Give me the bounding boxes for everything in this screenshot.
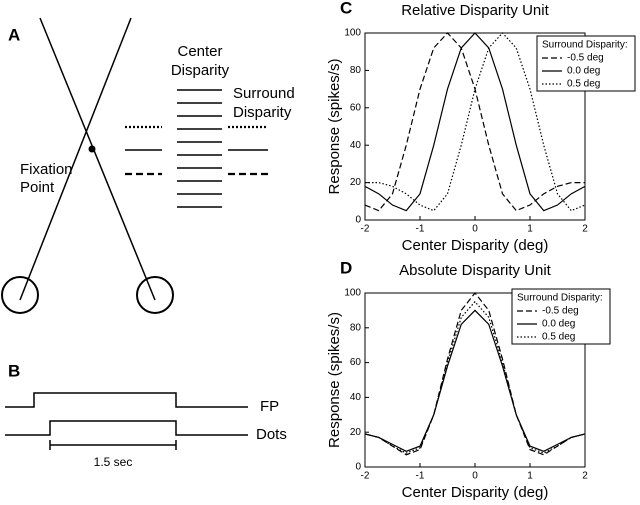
fixation-point: [88, 145, 96, 153]
data-line: [364, 32, 585, 212]
x-axis-label: Center Disparity (deg): [402, 484, 549, 501]
x-tick-label: 1: [527, 224, 533, 235]
scale-label: 1.5 sec: [94, 455, 133, 469]
data-line: [364, 292, 586, 456]
fp-trace: [5, 392, 248, 408]
y-tick-label: 20: [350, 177, 362, 188]
chart-title: Absolute Disparity Unit: [399, 262, 552, 279]
data-line: [364, 32, 586, 212]
y-tick-label: 60: [350, 102, 362, 113]
legend-box: [511, 288, 611, 345]
surround-label: Surround: [233, 85, 295, 102]
y-tick-label: 100: [344, 28, 361, 39]
y-tick-label: 100: [344, 288, 361, 299]
surround-label: Disparity: [233, 104, 292, 121]
legend-box: [536, 35, 636, 92]
x-tick-label: 2: [582, 471, 588, 482]
panel-letter: B: [8, 361, 20, 380]
x-tick-label: -1: [416, 224, 425, 235]
panel-a: [1, 17, 268, 314]
data-line: [364, 309, 586, 452]
legend-title: Surround Disparity:: [542, 40, 628, 51]
x-tick-label: -1: [416, 471, 425, 482]
y-tick-label: 80: [350, 65, 362, 76]
x-axis-label: Center Disparity (deg): [402, 237, 549, 254]
panel-letter: C: [340, 0, 352, 17]
y-tick-label: 40: [350, 392, 362, 403]
legend-label: -0.5 deg: [567, 53, 604, 64]
legend-label: 0.0 deg: [542, 319, 575, 330]
fixation-label: Point: [20, 179, 55, 196]
x-tick-label: -2: [361, 471, 370, 482]
chart-title: Relative Disparity Unit: [401, 2, 549, 19]
x-tick-label: -2: [361, 224, 370, 235]
y-tick-label: 80: [350, 322, 362, 333]
center-label: Disparity: [171, 62, 230, 79]
legend-label: 0.5 deg: [542, 332, 575, 343]
x-tick-label: 0: [472, 471, 478, 482]
sight-line: [39, 17, 156, 301]
x-tick-label: 1: [527, 471, 533, 482]
eye: [136, 276, 174, 314]
x-tick-label: 0: [472, 224, 478, 235]
panel-b: [5, 392, 248, 450]
fixation-label: Fixation: [20, 161, 73, 178]
dots-trace: [5, 420, 248, 436]
data-line: [364, 300, 586, 454]
center-label: Center: [177, 43, 222, 60]
panel-letter: A: [8, 25, 20, 44]
y-tick-label: 0: [355, 215, 361, 226]
fp-label: FP: [260, 398, 279, 415]
y-axis-label: Response (spikes/s): [326, 312, 343, 448]
y-tick-label: 0: [355, 462, 361, 473]
y-tick-label: 20: [350, 427, 362, 438]
center-lines: [177, 89, 222, 208]
y-axis-label: Response (spikes/s): [326, 59, 343, 195]
panel-letter: D: [340, 258, 352, 277]
legend-title: Surround Disparity:: [517, 293, 603, 304]
legend-label: 0.5 deg: [567, 79, 600, 90]
eye: [1, 276, 39, 314]
sight-line: [19, 17, 132, 301]
surround-lines: [125, 125, 268, 176]
y-tick-label: 40: [350, 140, 362, 151]
scale-bar: [49, 440, 177, 450]
y-tick-label: 60: [350, 357, 362, 368]
dots-label: Dots: [256, 426, 287, 443]
legend-label: 0.0 deg: [567, 66, 600, 77]
x-tick-label: 2: [582, 224, 588, 235]
legend-label: -0.5 deg: [542, 306, 579, 317]
